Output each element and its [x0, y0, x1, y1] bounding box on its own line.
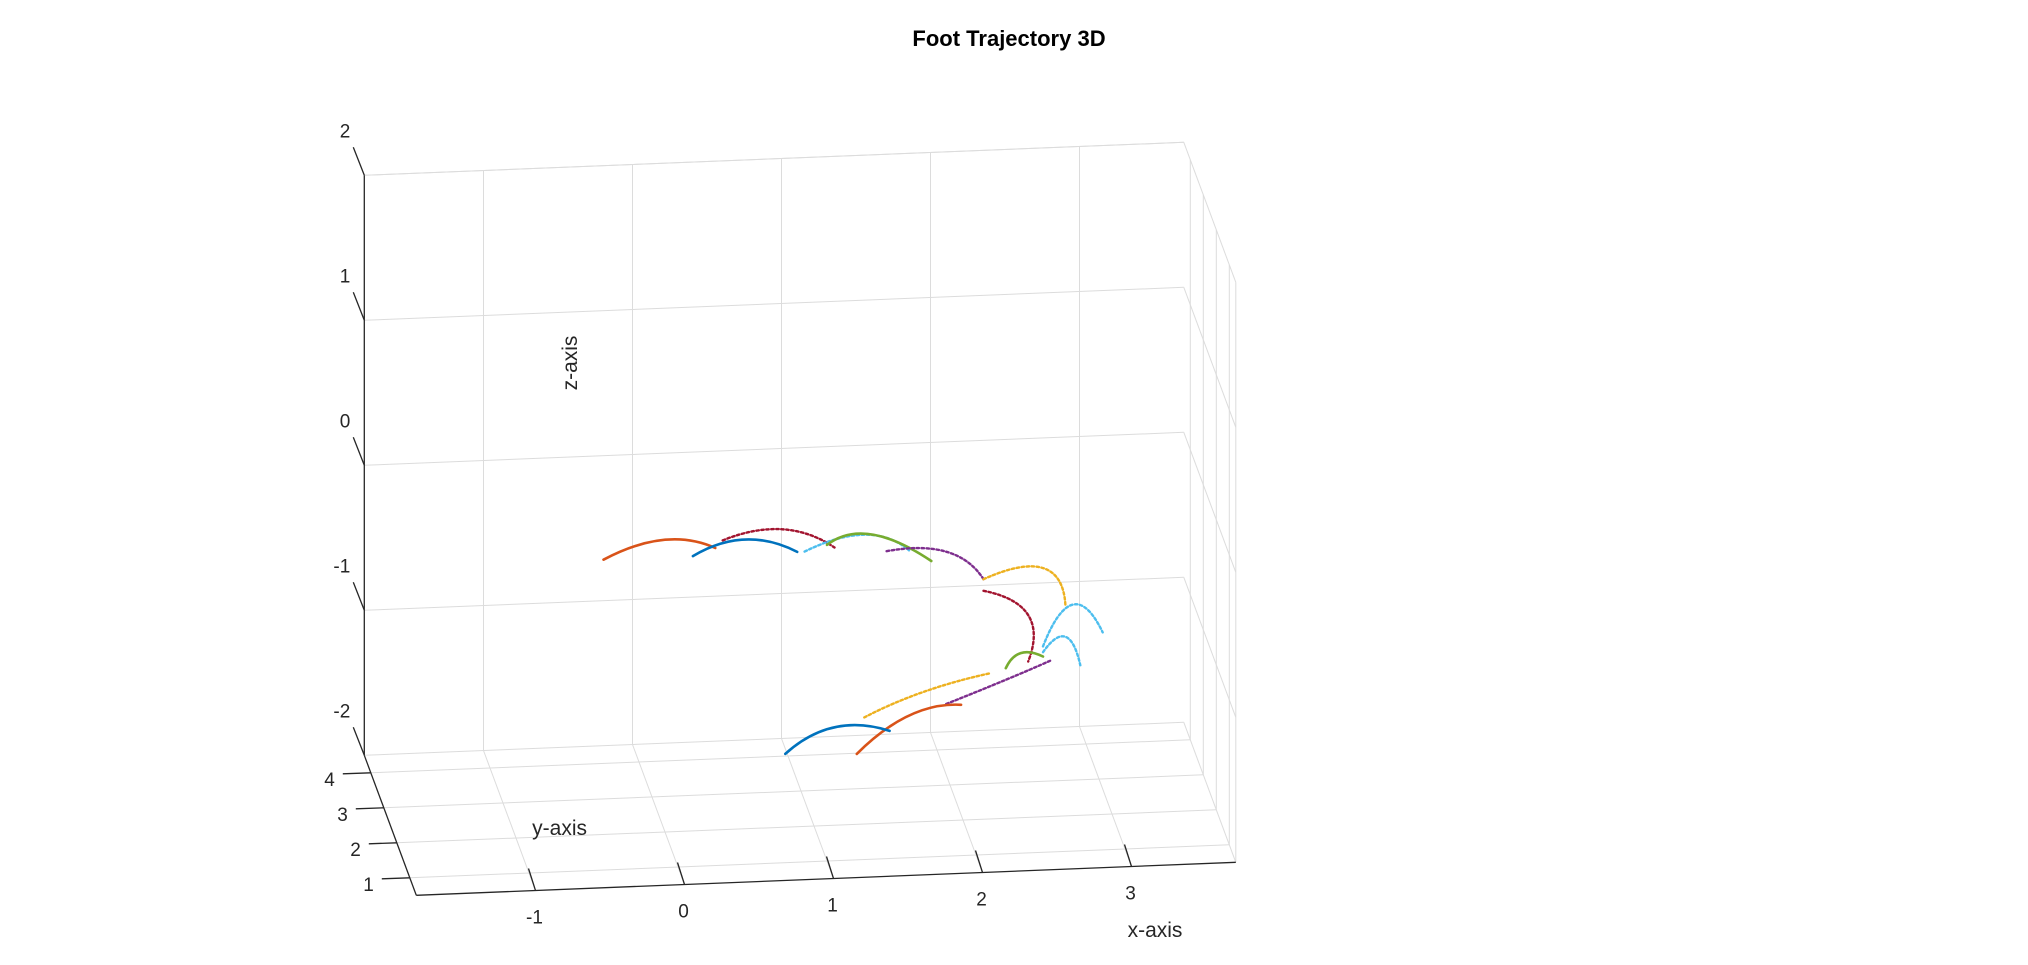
- y-tick-mark: [381, 877, 410, 880]
- y-tick-mark: [342, 772, 371, 775]
- back-wall-grid-z: [364, 286, 1184, 321]
- y-tick-label: 4: [324, 770, 335, 791]
- trajectory-series-3: [721, 527, 836, 549]
- z-tick-label: -1: [333, 556, 350, 577]
- x-tick-label: -1: [526, 908, 543, 929]
- z-axis-label: z-axis: [559, 336, 582, 391]
- back-wall-grid-z: [364, 576, 1184, 611]
- z-tick-label: 1: [340, 266, 351, 287]
- trajectory-series-7: [982, 565, 1067, 607]
- back-wall-grid-z: [364, 431, 1184, 466]
- floor-grid-y: [409, 844, 1230, 879]
- y-tick-label: 2: [350, 840, 361, 861]
- side-wall-grid-z: [1183, 577, 1237, 718]
- z-tick-label: -2: [333, 701, 350, 722]
- x-tick-mark: [676, 862, 686, 885]
- trajectory-series-9: [1041, 603, 1104, 648]
- z-tick-label: 0: [340, 411, 351, 432]
- trajectory-series-13: [863, 671, 993, 719]
- trajectory-series-2: [691, 538, 799, 558]
- y-axis-label: y-axis: [532, 817, 587, 840]
- z-tick-label: 2: [340, 121, 351, 142]
- trajectory-series-14: [855, 703, 963, 756]
- floor-grid-x: [930, 732, 983, 873]
- x-axis-line: [416, 861, 1236, 896]
- x-tick-label: 0: [678, 902, 689, 923]
- y-tick-mark: [355, 807, 384, 810]
- trajectory-series-11: [1041, 635, 1082, 667]
- x-tick-label: 3: [1125, 884, 1136, 905]
- z-tick-mark: [352, 147, 365, 176]
- floor-grid-x: [483, 750, 536, 891]
- z-tick-mark: [352, 582, 365, 611]
- z-tick-mark: [352, 292, 365, 321]
- x-tick-mark: [974, 850, 984, 873]
- floor-grid-y: [396, 809, 1217, 844]
- floor-grid-y: [370, 739, 1191, 774]
- y-tick-label: 3: [337, 805, 348, 826]
- trajectory-series-12: [945, 659, 1052, 706]
- axes-box: [342, 147, 1236, 896]
- back-wall-grid-z: [364, 721, 1184, 756]
- y-axis-line: [363, 755, 417, 896]
- x-tick-label: 2: [976, 890, 987, 911]
- trajectory-series-6: [885, 546, 985, 581]
- y-tick-mark: [368, 842, 397, 845]
- chart-title: Foot Trajectory 3D: [912, 26, 1105, 51]
- x-axis-label: x-axis: [1128, 919, 1183, 942]
- x-tick-label: 1: [827, 896, 838, 917]
- floor-grid-x: [781, 738, 834, 879]
- trajectory-series-8: [982, 589, 1035, 663]
- trajectory-series-1: [602, 538, 717, 561]
- axes-grid: [364, 141, 1237, 891]
- side-wall-grid-z: [1183, 142, 1237, 283]
- x-tick-mark: [825, 856, 835, 879]
- trajectory-series-15: [784, 723, 891, 756]
- x-tick-mark: [527, 868, 537, 891]
- y-tick-label: 1: [363, 875, 374, 896]
- back-wall-top-edge: [364, 141, 1184, 176]
- floor-grid-y: [383, 774, 1204, 809]
- z-tick-mark: [352, 437, 365, 466]
- z-tick-mark: [352, 727, 365, 756]
- floor-grid-x: [1079, 726, 1132, 867]
- trajectory-series-10: [1004, 650, 1045, 670]
- x-tick-mark: [1123, 844, 1133, 867]
- side-wall-grid-z: [1183, 722, 1237, 863]
- trajectory-series-5: [825, 532, 933, 563]
- side-wall-grid-z: [1183, 432, 1237, 573]
- trajectory-series: [602, 527, 1104, 756]
- floor-grid-x: [632, 744, 685, 885]
- side-wall-grid-z: [1183, 287, 1237, 428]
